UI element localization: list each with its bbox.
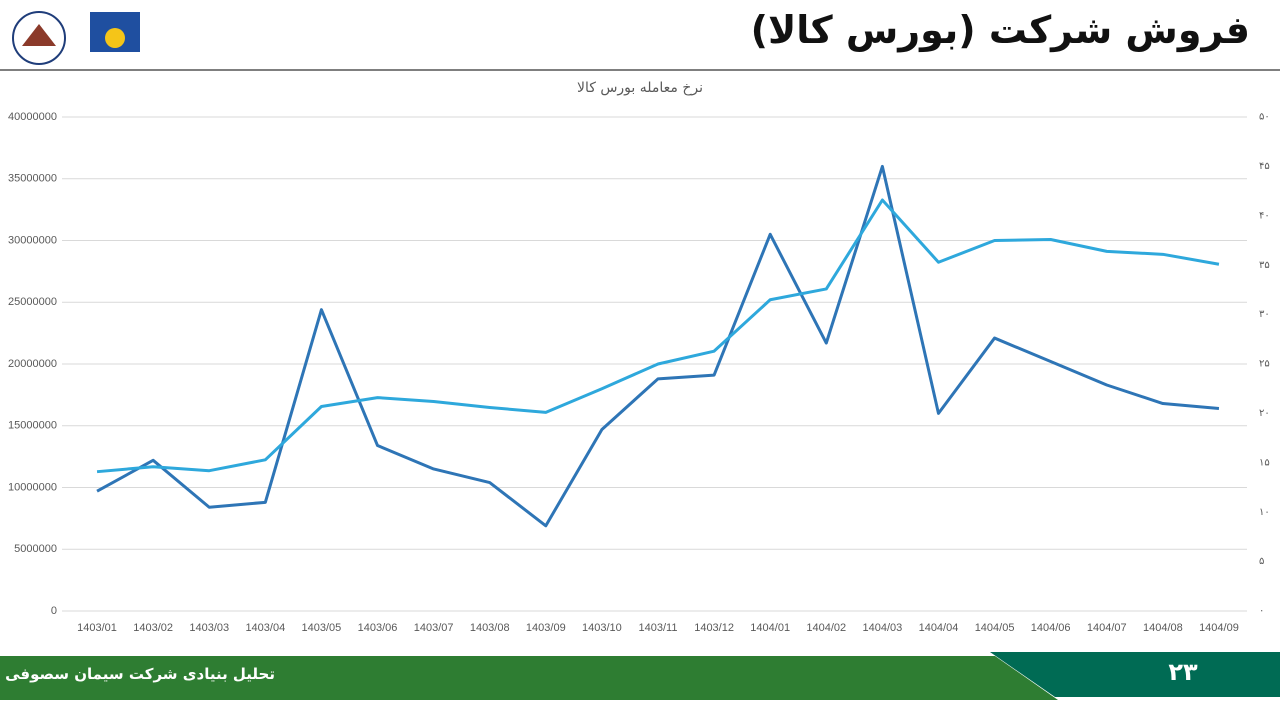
x-tick-label: 1403/05 [302,622,342,634]
x-tick-label: 1403/02 [133,622,173,634]
slide-title: فروش شرکت (بورس کالا) [750,8,1250,52]
x-tick-label: 1403/12 [694,622,734,634]
x-tick-label: 1404/01 [750,622,790,634]
y2-tick-label: ۴۵ [1259,161,1270,172]
x-tick-label: 1404/06 [1031,622,1071,634]
y2-tick-label: ۱۵ [1259,457,1270,468]
y2-tick-label: ۲۰ [1259,408,1270,419]
y2-tick-label: ۳۵ [1259,260,1270,271]
x-tick-label: 1404/05 [975,622,1015,634]
y2-tick-label: ۵۰ [1259,112,1270,123]
x-tick-label: 1403/07 [414,622,454,634]
x-tick-label: 1404/04 [919,622,959,634]
x-tick-label: 1403/06 [358,622,398,634]
x-tick-label: 1403/08 [470,622,510,634]
y2-tick-label: ۱۰ [1259,507,1270,518]
y-tick-label: 30000000 [8,234,57,246]
logo-sun [105,28,125,48]
y2-tick-label: ۰ [1259,606,1264,617]
x-tick-label: 1404/02 [806,622,846,634]
y-tick-label: 15000000 [8,420,57,432]
footer-band [0,656,1058,700]
x-tick-label: 1403/09 [526,622,566,634]
series-line [96,164,1220,528]
x-tick-label: 1404/09 [1199,622,1239,634]
x-tick-label: 1404/08 [1143,622,1183,634]
logo-mountain [22,24,56,46]
y-tick-label: 5000000 [14,543,57,555]
chart-title: نرخ معامله بورس کالا [576,80,704,96]
y2-tick-label: ۵ [1259,556,1264,567]
x-tick-label: 1403/03 [189,622,229,634]
y-tick-label: 0 [51,605,57,617]
x-tick-label: 1403/11 [639,622,678,634]
y2-tick-label: ۳۰ [1259,309,1270,320]
y2-tick-label: ۴۰ [1259,210,1270,221]
y-tick-label: 35000000 [8,173,57,185]
footer-text: تحلیل بنیادی شرکت سیمان سصوفی [5,665,275,683]
x-tick-label: 1403/04 [245,622,285,634]
footer-band-right [990,652,1280,697]
series-line [96,198,1220,474]
x-tick-label: 1403/10 [582,622,622,634]
y2-tick-label: ۲۵ [1259,359,1270,370]
y-tick-label: 20000000 [8,358,57,370]
y-tick-label: 40000000 [8,111,57,123]
x-tick-label: 1403/01 [77,622,117,634]
y-tick-label: 10000000 [8,481,57,493]
page-number: ۲۳ [1168,658,1198,686]
y-tick-label: 25000000 [8,296,57,308]
x-tick-label: 1404/03 [862,622,902,634]
x-tick-label: 1404/07 [1087,622,1127,634]
